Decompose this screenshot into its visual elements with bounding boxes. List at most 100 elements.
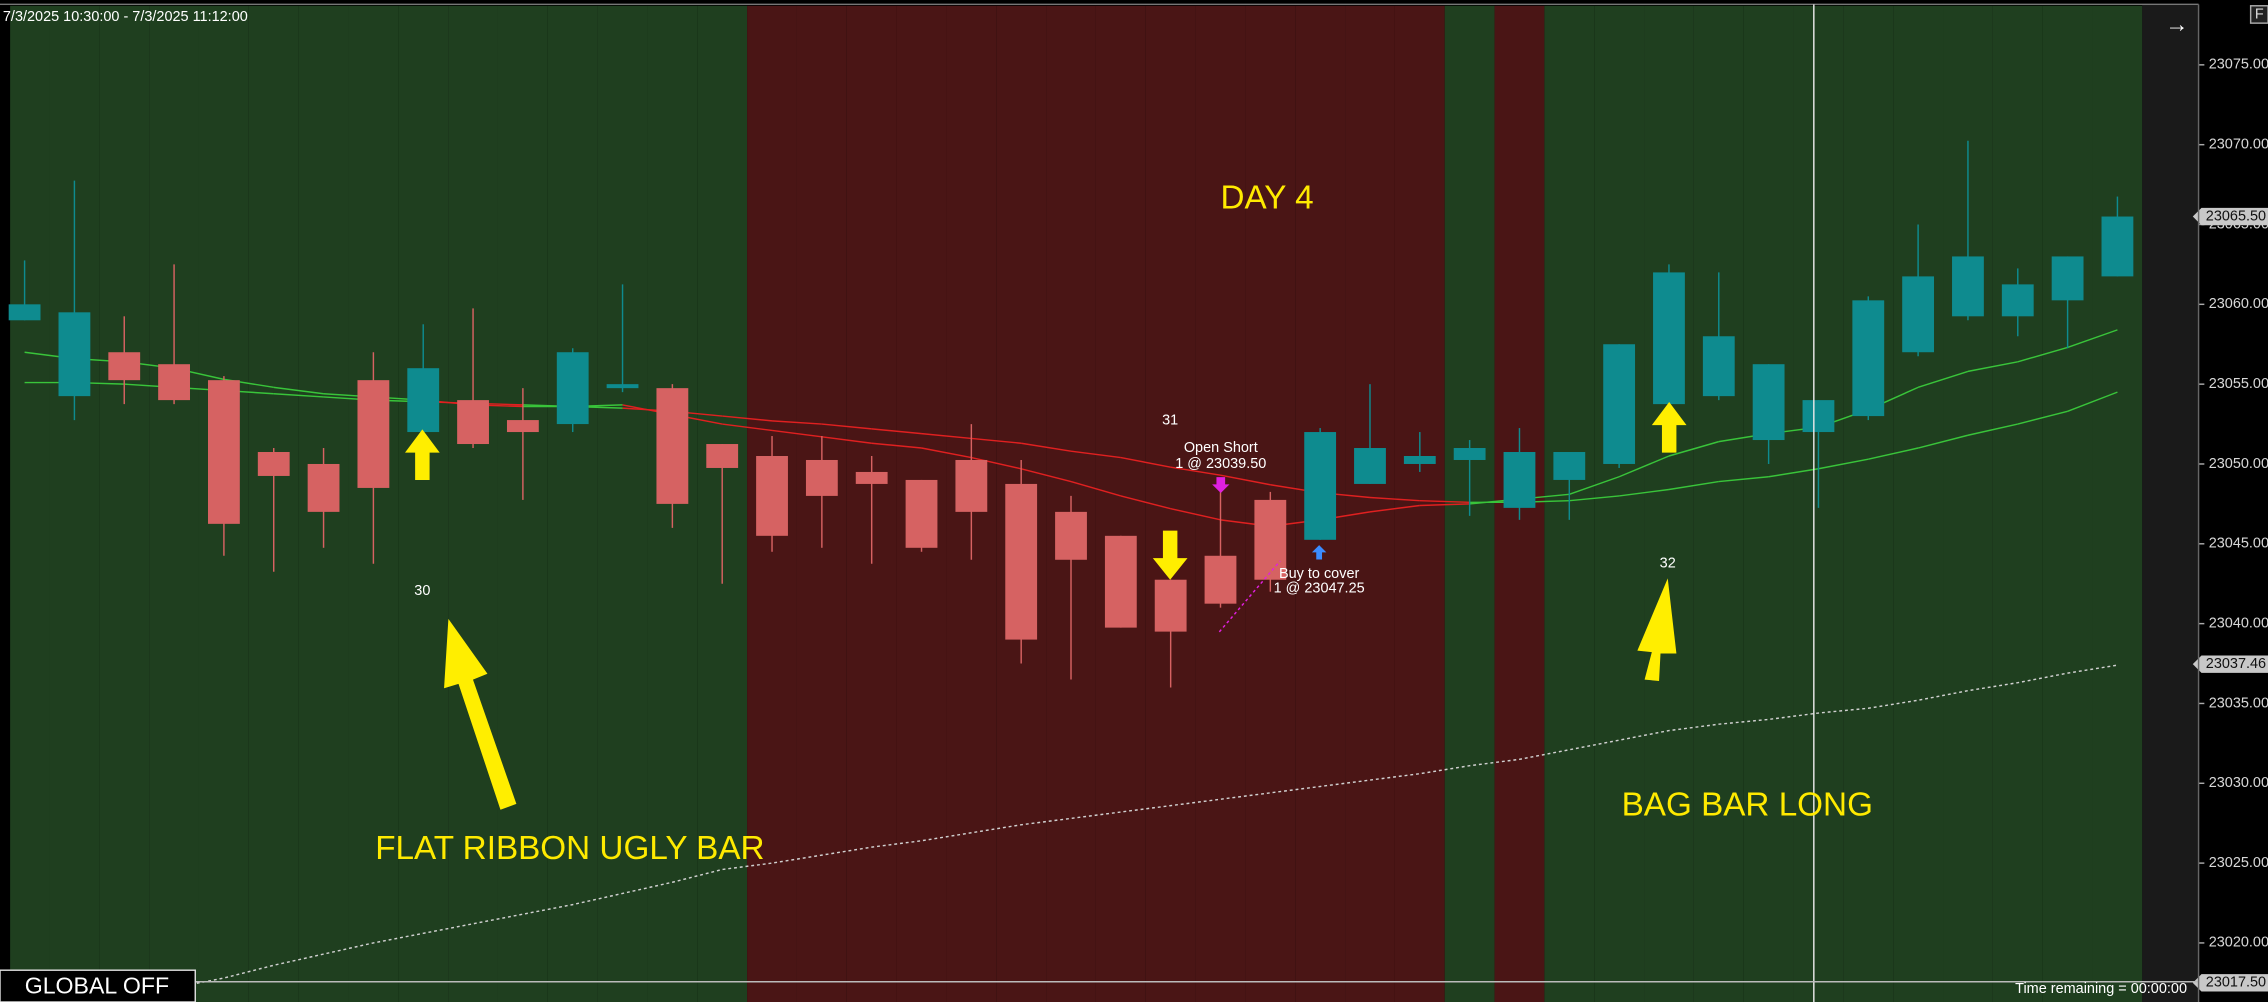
- exit-marker: [1311, 545, 1327, 560]
- chart-title: 7/3/2025 10:30:00 - 7/3/2025 11:12:00: [3, 9, 248, 25]
- ribbon-segment: [2067, 329, 2118, 349]
- candle-body: [2101, 216, 2134, 277]
- candle-body: [1653, 272, 1685, 405]
- ribbon-segment: [1419, 499, 1470, 504]
- annotation: BAG BAR LONG: [1622, 787, 1873, 824]
- candle-body: [656, 388, 689, 504]
- session-band: [99, 5, 150, 1002]
- ribbon-segment: [1120, 456, 1171, 468]
- session-band: [1594, 5, 1645, 1002]
- candle-body: [955, 459, 988, 512]
- expand-icon[interactable]: →: [2165, 11, 2188, 37]
- candle-body: [706, 444, 739, 468]
- ribbon-segment: [971, 437, 1022, 444]
- session-backgrounds: [10, 5, 2143, 1002]
- bar-count: 31: [1162, 413, 1178, 429]
- y-tick-label: 23040.00: [2209, 615, 2268, 631]
- trade-label: 1 @ 23047.25: [1274, 580, 1365, 596]
- ribbon-segment: [1668, 480, 1719, 491]
- y-tick-label: 23060.00: [2209, 296, 2268, 312]
- y-tick-label: 23055.00: [2209, 376, 2268, 392]
- session-band: [1843, 5, 1894, 1002]
- session-band: [1394, 5, 1445, 1002]
- session-band: [398, 5, 449, 1002]
- corner-label[interactable]: F: [2255, 6, 2264, 22]
- candle-body: [1204, 555, 1237, 604]
- candle-body: [2051, 256, 2084, 301]
- session-band: [597, 5, 648, 1002]
- candle-body: [108, 352, 141, 381]
- right-margin: [2142, 4, 2199, 1002]
- y-tick-label: 23030.00: [2209, 775, 2268, 791]
- candle-body: [1702, 336, 1735, 397]
- trade-line: [1218, 560, 1281, 633]
- arrow-big: [444, 618, 517, 810]
- candle-body: [1603, 344, 1636, 464]
- trade-label: Buy to cover: [1279, 566, 1360, 582]
- ribbon-segment: [1618, 455, 1670, 478]
- session-band: [1345, 5, 1395, 1002]
- ribbon-segment: [722, 415, 773, 422]
- arrow-up: [405, 429, 440, 481]
- candle-body: [606, 384, 639, 389]
- candle-body: [1553, 452, 1586, 480]
- ribbon-segment: [871, 442, 922, 449]
- ribbon-segment: [1868, 447, 1919, 460]
- ribbon-segment: [1070, 450, 1121, 459]
- session-band: [547, 5, 598, 1002]
- candle-body: [1952, 256, 1984, 317]
- price-tag-label: 23017.50: [2206, 975, 2266, 991]
- ribbon-segment: [1020, 468, 1072, 483]
- session-band: [1893, 5, 1944, 1002]
- arrow-down: [1152, 530, 1188, 580]
- candle-body: [506, 420, 539, 433]
- price-tag: [2192, 655, 2268, 673]
- ribbon-segment: [2017, 410, 2068, 425]
- annotation: DAY 4: [1221, 179, 1314, 216]
- candle-body: [1752, 364, 1785, 441]
- ribbon-segment: [1419, 503, 1470, 507]
- time-remaining: Time remaining = 00:00:00: [2015, 981, 2187, 997]
- status-text: GLOBAL OFF: [25, 973, 169, 999]
- candle-body: [158, 364, 190, 401]
- y-tick-label: 23050.00: [2209, 456, 2268, 472]
- candle-body: [207, 380, 240, 524]
- ribbon-segment: [1220, 474, 1271, 486]
- ribbon-segment: [821, 423, 872, 430]
- candle-body: [1104, 535, 1137, 628]
- ribbon-segment: [871, 428, 922, 435]
- session-band: [2042, 5, 2093, 1002]
- session-band: [10, 5, 50, 1002]
- candle-body: [1453, 448, 1486, 460]
- candle-body: [905, 479, 938, 548]
- candle-body: [457, 400, 489, 445]
- candle-body: [556, 352, 589, 425]
- ribbon-segment: [1070, 480, 1122, 497]
- ribbon-segment: [1917, 434, 1969, 449]
- price-tag: [2192, 207, 2268, 226]
- candle-body: [2001, 284, 2034, 317]
- ribbon-segment: [1668, 440, 1719, 457]
- ribbon-segment: [921, 447, 972, 459]
- y-tick-label: 23070.00: [2209, 136, 2268, 152]
- ribbon-segment: [1718, 476, 1769, 483]
- y-tick-label: 23045.00: [2209, 536, 2268, 552]
- y-tick-label: 23035.00: [2209, 695, 2268, 711]
- y-tick-label: 23025.00: [2209, 855, 2268, 871]
- session-band: [49, 5, 100, 1002]
- bar-count: 32: [1660, 556, 1676, 572]
- axis: 23075.0023070.0023065.0023060.0023055.00…: [2192, 57, 2268, 992]
- session-band: [1992, 5, 2043, 1002]
- ribbon-segment: [771, 420, 822, 425]
- ribbon-segment: [1170, 507, 1221, 521]
- candle-body: [58, 312, 91, 397]
- candle-body: [855, 471, 888, 484]
- corner-button[interactable]: [2249, 5, 2268, 24]
- ribbon-segment: [2067, 391, 2118, 412]
- session-band: [1644, 5, 1694, 1002]
- ribbon-segment: [1569, 495, 1620, 502]
- price-tag: [2192, 974, 2268, 992]
- entry-marker: [1212, 477, 1230, 494]
- arrow-big: [1637, 578, 1677, 682]
